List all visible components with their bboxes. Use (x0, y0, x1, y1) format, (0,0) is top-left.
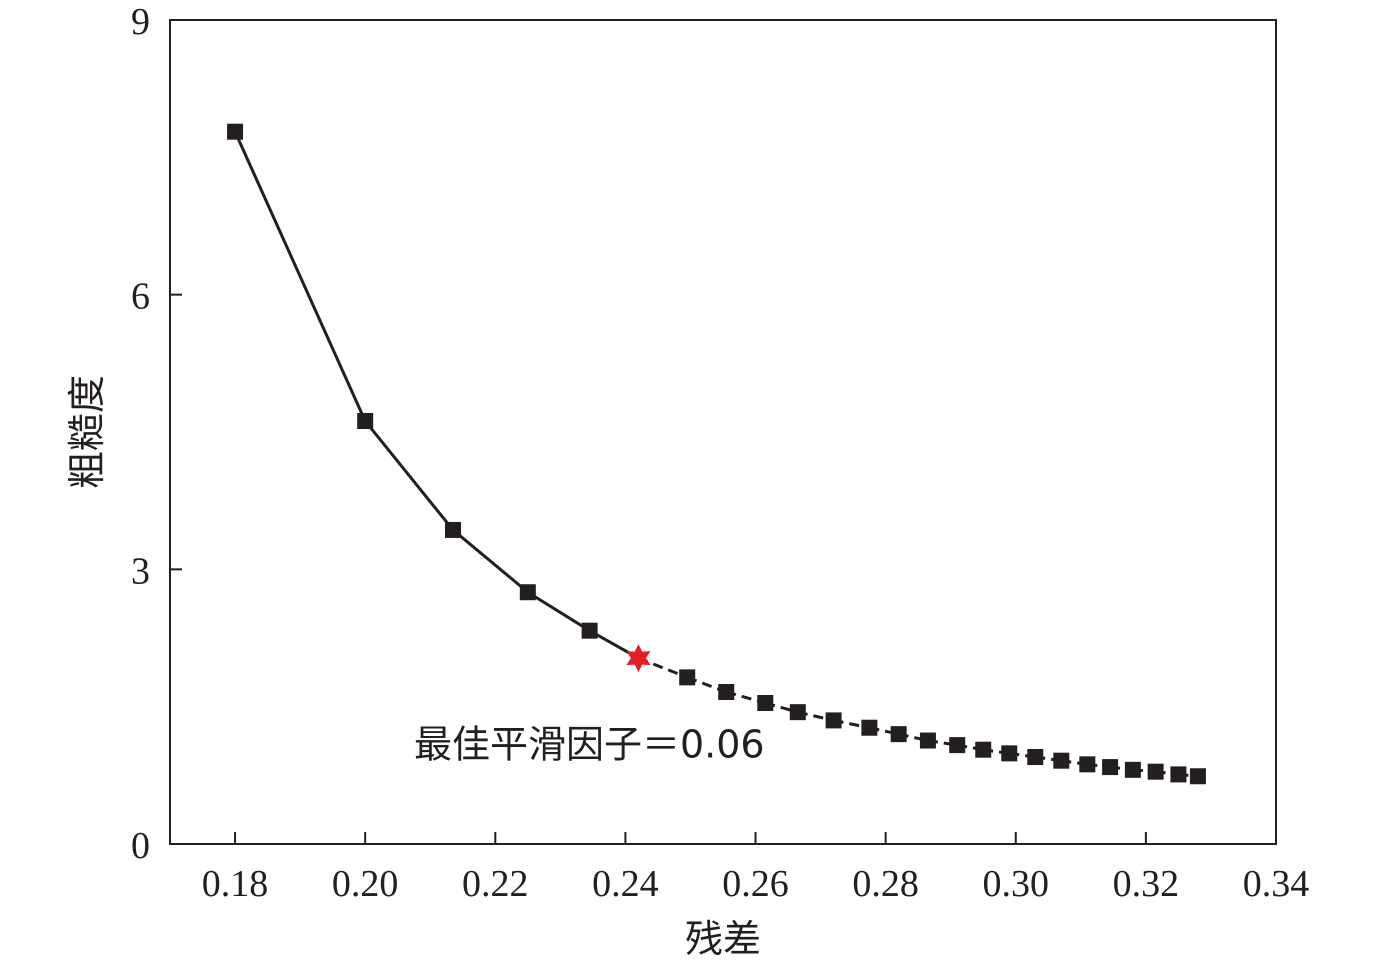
data-point-marker (1053, 752, 1070, 769)
series-line-segment (364, 420, 455, 531)
data-point-marker (1001, 745, 1018, 762)
highlight-layer (626, 644, 651, 673)
optimal-point-star (626, 644, 651, 673)
data-point-marker (757, 695, 774, 712)
y-tick-label: 6 (131, 276, 150, 318)
data-point-marker (825, 712, 842, 729)
x-tick-label: 0.28 (852, 863, 919, 905)
data-point-marker (1124, 761, 1141, 778)
series-markers (227, 123, 1206, 785)
data-point-marker (1079, 756, 1096, 773)
data-point-marker (581, 622, 598, 639)
data-point-marker (1170, 766, 1187, 783)
x-tick-label: 0.24 (592, 863, 659, 905)
x-tick-label: 0.26 (722, 863, 789, 905)
x-tick-label: 0.22 (462, 863, 529, 905)
y-axis-title: 粗糙度 (65, 375, 109, 489)
series-line-segment (452, 528, 529, 594)
data-point-marker (1027, 749, 1044, 766)
data-point-marker (357, 413, 374, 430)
series-lines (233, 131, 1199, 778)
x-axis-title: 残差 (685, 917, 761, 961)
data-point-marker (919, 732, 936, 749)
x-tick-label: 0.34 (1243, 863, 1310, 905)
data-point-marker (718, 684, 735, 701)
data-point-marker (445, 521, 462, 538)
annotation-text: 最佳平滑因子＝0.06 (414, 722, 765, 766)
data-point-marker (1102, 759, 1119, 776)
data-point-marker (519, 584, 536, 601)
x-axis: 0.18 0.20 0.22 0.24 0.26 0.28 0.30 0.32 0.34 (202, 832, 1309, 905)
data-point-marker (1189, 768, 1206, 785)
y-axis: 0 3 6 9 (131, 1, 182, 867)
plot-frame (169, 19, 1277, 845)
data-point-marker (789, 704, 806, 721)
data-point-marker (227, 123, 244, 140)
x-tick-label: 0.20 (332, 863, 399, 905)
y-tick-label: 0 (131, 825, 150, 867)
data-point-marker (890, 726, 907, 743)
data-point-marker (949, 737, 966, 754)
y-tick-label: 3 (131, 550, 150, 592)
x-tick-label: 0.18 (202, 863, 269, 905)
y-tick-label: 9 (131, 1, 150, 43)
data-point-marker (975, 741, 992, 758)
data-point-marker (861, 719, 878, 736)
data-point-marker (679, 669, 696, 686)
x-tick-label: 0.30 (983, 863, 1050, 905)
data-point-marker (1147, 763, 1164, 780)
series-line-segment (527, 590, 591, 632)
x-tick-label: 0.32 (1113, 863, 1180, 905)
series-line-segment (233, 131, 367, 422)
